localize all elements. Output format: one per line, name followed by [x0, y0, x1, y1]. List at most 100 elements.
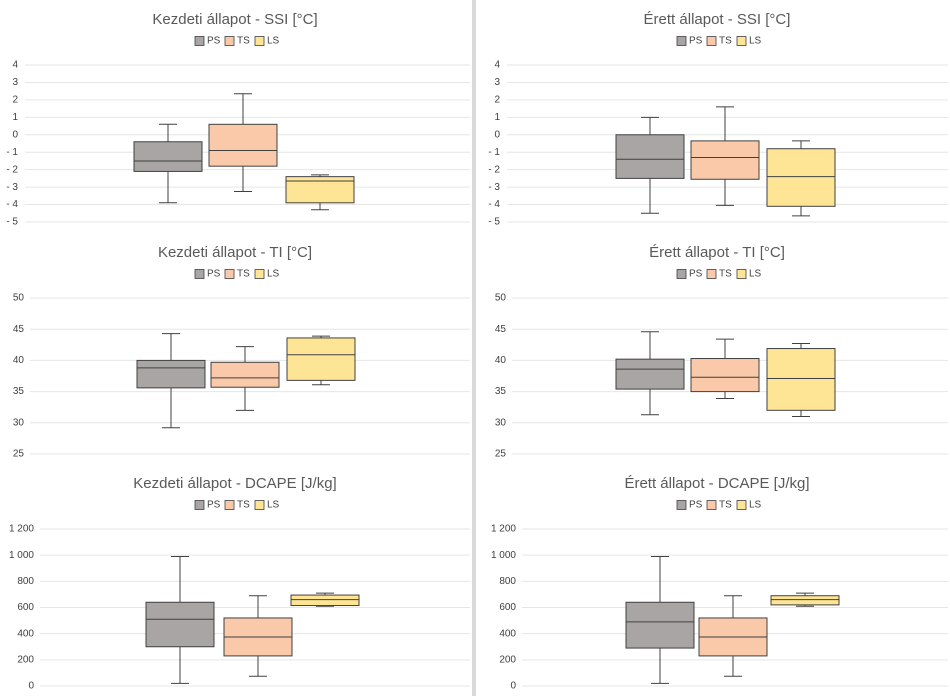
legend-label-ls: LS [267, 36, 280, 47]
y-tick-label: 1 000 [9, 550, 34, 561]
y-tick-label: 45 [13, 324, 25, 335]
y-tick-label: 400 [17, 628, 34, 639]
legend-swatch-ls [254, 500, 265, 510]
chart-panel-3: Kezdeti állapot - TI [°C] PS TS LS 50 45 40 35 3… [13, 244, 470, 460]
legend-label-ts: TS [719, 36, 732, 47]
box-ls [290, 592, 360, 607]
y-tick-label: - 4 [6, 199, 18, 210]
legend-swatch-ps [194, 269, 205, 279]
legend-label-ts: TS [719, 500, 732, 511]
y-tick-label: 40 [13, 355, 25, 366]
y-tick-label: 2 [12, 95, 18, 106]
y-tick-label: 4 [494, 60, 500, 71]
box-iqr [210, 361, 280, 388]
legend-label-ps: PS [689, 269, 703, 280]
chart-title: Érett állapot - TI [°C] [649, 244, 785, 261]
y-tick-label: 25 [495, 449, 507, 460]
y-tick-label: 40 [495, 355, 507, 366]
legend-swatch-ps [676, 36, 687, 46]
y-tick-label: 1 200 [9, 524, 34, 535]
y-tick-label: 25 [13, 449, 25, 460]
legend-label-ts: TS [719, 269, 732, 280]
chart-panel-5: Kezdeti állapot - DCAPE [J/kg] PS TS LS 1 20… [9, 475, 470, 692]
box-iqr [286, 337, 356, 381]
chart-legend: PS TS LS [194, 269, 280, 280]
legend-label-ts: TS [237, 500, 250, 511]
legend-label-ps: PS [689, 500, 703, 511]
box-iqr [133, 141, 203, 172]
box-iqr [145, 601, 215, 648]
box-ls [766, 343, 836, 418]
y-tick-label: - 5 [6, 217, 18, 228]
box-ts [698, 595, 768, 677]
y-tick-label: 800 [499, 576, 516, 587]
y-tick-label: 35 [13, 386, 25, 397]
legend-swatch-ts [224, 36, 235, 46]
legend-label-ls: LS [267, 269, 280, 280]
y-tick-label: 3 [12, 77, 18, 88]
y-tick-label: 0 [28, 681, 34, 692]
legend-label-ls: LS [749, 36, 762, 47]
y-tick-label: - 3 [6, 182, 18, 193]
legend-swatch-ls [736, 500, 747, 510]
y-tick-label: 35 [495, 386, 507, 397]
chart-panel-6: Érett állapot - DCAPE [J/kg] PS TS LS 1 200 1… [491, 475, 948, 692]
box-ps [145, 555, 215, 684]
legend-label-ps: PS [207, 36, 221, 47]
chart-title: Kezdeti állapot - DCAPE [J/kg] [133, 475, 336, 492]
y-tick-label: 600 [17, 602, 34, 613]
legend-swatch-ts [706, 36, 717, 46]
y-tick-label: 800 [17, 576, 34, 587]
y-tick-label: 200 [17, 654, 34, 665]
chart-title: Kezdeti állapot - TI [°C] [158, 244, 312, 261]
y-tick-label: 30 [13, 417, 25, 428]
box-iqr [625, 601, 695, 649]
y-tick-label: - 1 [488, 147, 500, 158]
legend-label-ps: PS [689, 36, 703, 47]
box-ts [690, 338, 760, 399]
box-ts [210, 346, 280, 411]
legend-swatch-ts [706, 500, 717, 510]
y-tick-label: 50 [495, 293, 507, 304]
y-tick-label: - 1 [6, 147, 18, 158]
y-tick-label: 600 [499, 602, 516, 613]
legend-swatch-ps [194, 36, 205, 46]
box-iqr [615, 358, 685, 390]
chart-panel-2: Érett állapot - SSI [°C] PS TS LS 4 3 2 1 0 - 1 - … [488, 11, 948, 228]
legend-swatch-ls [736, 36, 747, 46]
legend-swatch-ps [676, 500, 687, 510]
legend-label-ls: LS [749, 500, 762, 511]
box-ps [615, 331, 685, 416]
panel-divider [472, 0, 476, 696]
box-iqr [290, 594, 360, 607]
legend-swatch-ls [254, 36, 265, 46]
y-tick-label: 400 [499, 628, 516, 639]
y-tick-label: 200 [499, 654, 516, 665]
legend-label-ls: LS [749, 269, 762, 280]
chart-title: Érett állapot - DCAPE [J/kg] [624, 475, 809, 492]
chart-legend: PS TS LS [194, 500, 280, 511]
chart-legend: PS TS LS [676, 269, 762, 280]
box-ts [208, 93, 278, 192]
legend-label-ps: PS [207, 500, 221, 511]
box-ts [690, 106, 760, 206]
y-tick-label: 30 [495, 417, 507, 428]
chart-title: Kezdeti állapot - SSI [°C] [152, 11, 317, 28]
box-iqr [208, 123, 278, 167]
box-ps [136, 333, 206, 429]
legend-label-ps: PS [207, 269, 221, 280]
chart-legend: PS TS LS [676, 36, 762, 47]
chart-legend: PS TS LS [194, 36, 280, 47]
box-ps [625, 555, 695, 684]
chart-title: Érett állapot - SSI [°C] [644, 11, 791, 28]
y-tick-label: 0 [510, 681, 516, 692]
legend-label-ts: TS [237, 36, 250, 47]
y-tick-label: 45 [495, 324, 507, 335]
legend-swatch-ps [676, 269, 687, 279]
y-tick-label: 4 [12, 60, 18, 71]
legend-label-ts: TS [237, 269, 250, 280]
box-iqr [690, 358, 760, 393]
box-iqr [766, 348, 836, 411]
box-iqr [766, 148, 836, 207]
y-tick-label: - 2 [488, 164, 500, 175]
